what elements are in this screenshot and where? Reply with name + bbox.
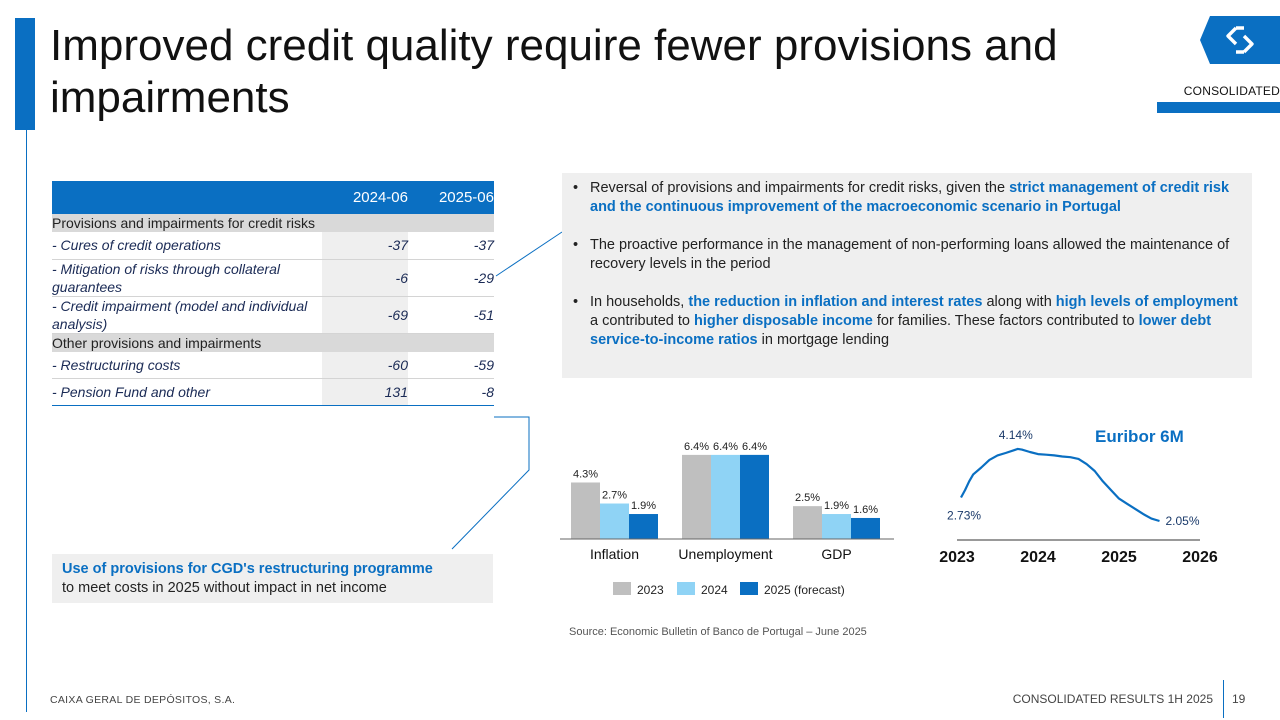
bar-data-label: 1.9%: [631, 500, 656, 512]
table-row: - Mitigation of risks through collateral…: [52, 259, 494, 297]
category-tick-label: GDP: [821, 546, 851, 562]
page-title: Improved credit quality require fewer pr…: [50, 21, 1058, 122]
key-points-list: Reversal of provisions and impairments f…: [562, 173, 1252, 350]
row-value: -8: [408, 378, 494, 406]
bar: [822, 514, 851, 539]
bullet-text: along with: [982, 294, 1056, 310]
footer-report: CONSOLIDATED RESULTS 1H 2025: [1012, 692, 1213, 706]
x-tick-label: 2023: [939, 549, 975, 566]
callout-text: to meet costs in 2025 without impact in …: [62, 580, 387, 596]
bullet-item: The proactive performance in the managem…: [573, 236, 1238, 274]
bullet-item: Reversal of provisions and impairments f…: [573, 179, 1238, 217]
row-value: -29: [408, 259, 494, 297]
left-rule: [26, 130, 27, 712]
section-label: Provisions and impairments for credit ri…: [52, 214, 322, 232]
footer-company: CAIXA GERAL DE DEPÓSITOS, S.A.: [50, 694, 236, 706]
legend-label: 2025 (forecast): [764, 583, 845, 597]
category-tick-label: Inflation: [590, 546, 639, 562]
bullet-text: a contributed to: [590, 313, 694, 329]
table-row: - Cures of credit operations -37 -37: [52, 232, 494, 260]
section-label: Other provisions and impairments: [52, 333, 322, 352]
column-header: 2024-06: [352, 189, 408, 206]
bullet-highlight: strict management of credit risk and the…: [590, 180, 1230, 215]
table-row: - Credit impairment (model and individua…: [52, 296, 494, 334]
bar-data-label: 6.4%: [742, 441, 767, 453]
table-row: - Pension Fund and other 131 -8: [52, 378, 494, 406]
row-label: - Cures of credit operations: [52, 232, 322, 260]
bar-data-label: 2.7%: [602, 490, 627, 502]
bar-data-label: 1.6%: [853, 504, 878, 516]
badge-underline: [1157, 102, 1280, 113]
bar: [740, 454, 769, 539]
bar: [851, 517, 880, 539]
column-header: 2025-06: [438, 189, 494, 206]
bullet-text: in mortgage lending: [757, 332, 890, 348]
bullet-highlight: high levels of employment: [1055, 294, 1238, 310]
bullet-text: for families. These factors contributed …: [872, 313, 1139, 329]
bullet-text: Reversal of provisions and impairments f…: [590, 180, 1010, 196]
row-label: - Credit impairment (model and individua…: [52, 296, 322, 334]
bullet-highlight: lower debt service-to-income ratios: [590, 313, 1212, 348]
table-row: - Restructuring costs -60 -59: [52, 351, 494, 379]
bar-data-label: 6.4%: [684, 441, 709, 453]
bar: [793, 506, 822, 539]
x-tick-label: 2025: [1101, 549, 1137, 566]
row-value: -37: [322, 232, 408, 260]
row-value: -60: [322, 351, 408, 379]
euribor-series-line: [960, 447, 1160, 523]
row-value: -69: [322, 296, 408, 334]
bar-data-label: 6.4%: [713, 441, 738, 453]
row-value: 131: [322, 378, 408, 406]
legend-label: 2024: [701, 583, 728, 597]
annotation-label: 4.14%: [999, 428, 1033, 442]
euribor-line-chart: 2023 2024 2025 2026 Euribor 6M 2.73% 4.14% 2.05…: [939, 427, 1218, 566]
macro-bar-chart: 4.3% 2.7% 1.9% Inflation 6.4% 6.4% 6.4% Unemplo…: [560, 441, 894, 597]
restructuring-callout: Use of provisions for CGD's restructurin…: [52, 554, 493, 603]
annotation-label: 2.05%: [1166, 514, 1200, 528]
x-tick-label: 2026: [1182, 549, 1218, 566]
bar: [711, 454, 740, 539]
x-tick-label: 2024: [1020, 549, 1056, 566]
provisions-table: 2024-06 2025-06 Provisions and impairmen…: [52, 181, 494, 406]
consolidated-badge: CONSOLIDATED: [1183, 84, 1280, 98]
row-value: -37: [408, 232, 494, 260]
bullet-text: In households,: [590, 294, 689, 310]
row-label: - Pension Fund and other: [52, 378, 322, 406]
title-accent-bar: [15, 18, 35, 130]
page-number: 19: [1232, 692, 1246, 706]
legend-swatch: [677, 582, 695, 595]
row-value: -51: [408, 296, 494, 334]
bar: [629, 514, 658, 539]
section-row: Other provisions and impairments: [52, 333, 494, 352]
cgd-logo-icon: [1200, 16, 1280, 64]
chart-title: Euribor 6M: [1095, 427, 1184, 446]
bar-data-label: 1.9%: [824, 500, 849, 512]
row-value: -59: [408, 351, 494, 379]
bar: [600, 503, 629, 539]
bar-data-label: 2.5%: [795, 492, 820, 504]
legend-swatch: [613, 582, 631, 595]
table-header-row: 2024-06 2025-06: [52, 181, 494, 214]
annotation-label: 2.73%: [947, 509, 981, 523]
bullet-highlight: higher disposable income: [694, 313, 873, 329]
bar: [682, 454, 711, 539]
key-points-box: Reversal of provisions and impairments f…: [562, 173, 1252, 378]
source-note: Source: Economic Bulletin of Banco de Po…: [569, 626, 867, 638]
section-row: Provisions and impairments for credit ri…: [52, 214, 494, 232]
callout-highlight: Use of provisions for CGD's restructurin…: [62, 561, 433, 577]
legend-label: 2023: [637, 583, 664, 597]
bullet-highlight: the reduction in inflation and interest …: [688, 294, 983, 310]
bar: [571, 482, 600, 539]
category-tick-label: Unemployment: [678, 546, 772, 562]
row-label: - Mitigation of risks through collateral…: [52, 259, 322, 297]
bullet-text: The proactive performance in the managem…: [590, 237, 1230, 272]
bullet-item: In households, the reduction in inflatio…: [573, 293, 1238, 350]
legend-swatch: [740, 582, 758, 595]
row-value: -6: [322, 259, 408, 297]
bar-data-label: 4.3%: [573, 468, 598, 480]
row-label: - Restructuring costs: [52, 351, 322, 379]
footer-separator: [1223, 680, 1224, 718]
